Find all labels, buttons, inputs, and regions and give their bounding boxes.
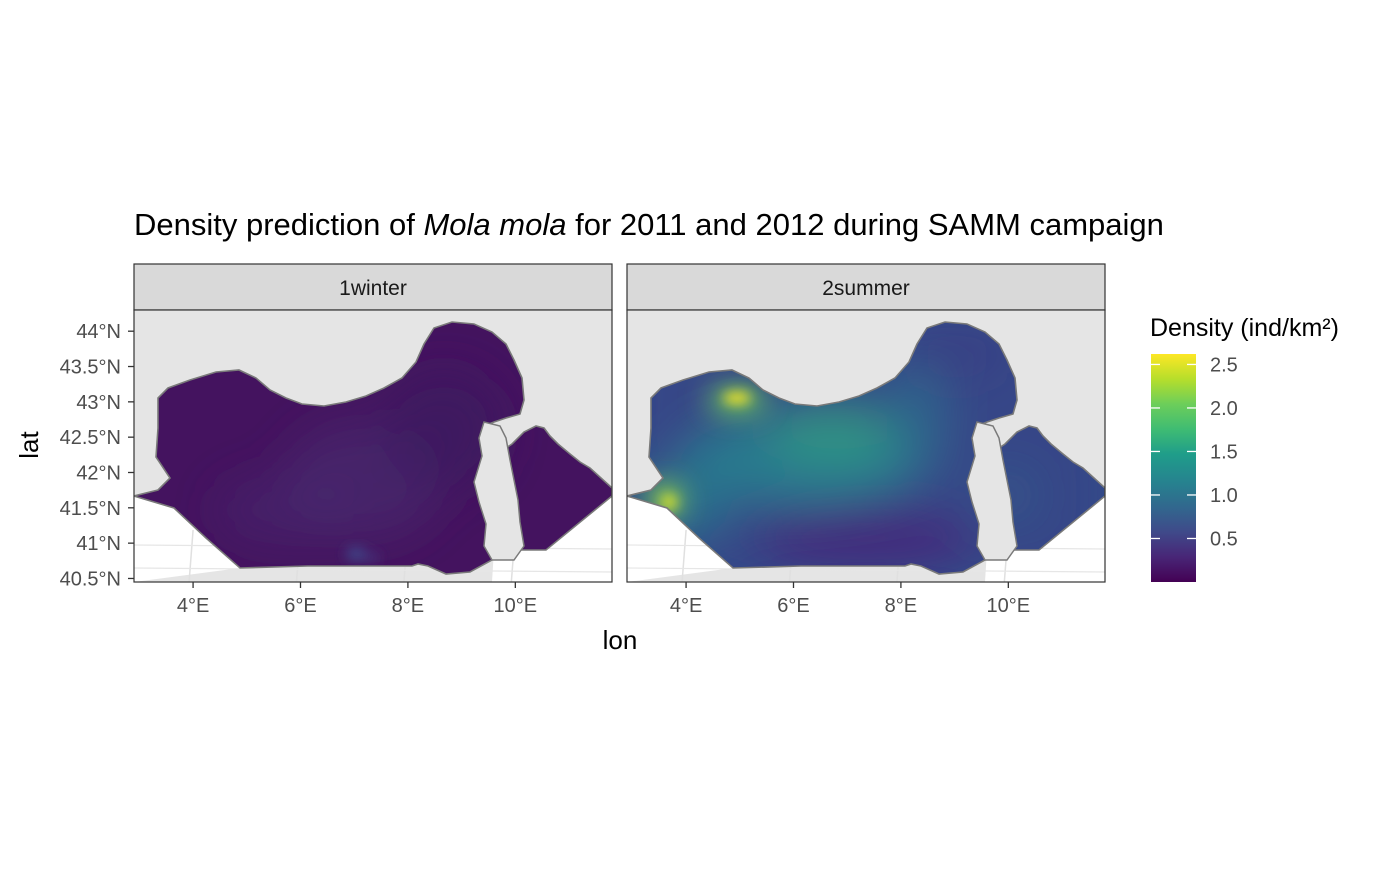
y-tick-label: 43.5°N [60, 357, 121, 379]
x-tick-label: 4°E [177, 595, 209, 617]
legend-tick-label: 2.0 [1210, 398, 1238, 420]
title-prefix: Density prediction of [134, 207, 423, 242]
facet-strip-label: 2summer [822, 277, 910, 300]
title-suffix: for 2011 and 2012 during SAMM campaign [566, 207, 1163, 242]
x-axis-title: lon [603, 625, 638, 655]
facet-strip [626, 263, 1106, 311]
legend-tick-label: 1.0 [1210, 485, 1238, 507]
legend-tick-label: 0.5 [1210, 528, 1238, 550]
y-tick-label: 42°N [76, 462, 121, 484]
legend-colorbar [1151, 354, 1196, 582]
y-tick-label: 42.5°N [60, 427, 121, 449]
y-tick-label: 40.5°N [60, 568, 121, 590]
corsica-island [966, 421, 1018, 561]
y-tick-label: 43°N [76, 392, 121, 414]
panel-border [133, 309, 613, 583]
legend-tick-label: 2.5 [1210, 354, 1238, 376]
land-outside-area [627, 496, 1105, 582]
x-tick-label: 8°E [885, 595, 917, 617]
x-tick-label: 8°E [392, 595, 424, 617]
panel-border [626, 309, 1106, 583]
x-tick-label: 10°E [494, 595, 538, 617]
facet-strip-label: 1winter [339, 277, 407, 300]
x-axis-right: 4°E 6°E 8°E 10°E [670, 582, 1030, 617]
y-axis: 40.5°N 41°N 41.5°N 42°N 42.5°N 43°N 43.5°N 44°N [60, 321, 134, 590]
x-tick-label: 6°E [777, 595, 809, 617]
chart-title: Density prediction of Mola mola for 2011… [134, 207, 1164, 242]
facet-panel-winter: 1winter [133, 263, 613, 583]
x-axis-left: 4°E 6°E 8°E 10°E [177, 582, 537, 617]
land-outside-area [134, 496, 612, 582]
title-species: Mola mola [423, 207, 566, 242]
corsica-island [473, 421, 525, 561]
x-tick-label: 4°E [670, 595, 702, 617]
y-tick-label: 44°N [76, 321, 121, 343]
legend-tick-label: 1.5 [1210, 441, 1238, 463]
x-tick-label: 6°E [284, 595, 316, 617]
facet-panel-summer: 2summer [626, 263, 1106, 583]
y-tick-label: 41°N [76, 533, 121, 555]
y-tick-label: 41.5°N [60, 498, 121, 520]
legend-ticks: 0.5 1.0 1.5 2.0 2.5 [1151, 354, 1238, 550]
x-tick-label: 10°E [987, 595, 1031, 617]
y-axis-title: lat [14, 430, 44, 458]
legend-title: Density (ind/km²) [1150, 314, 1339, 342]
legend: Density (ind/km²) 0.5 1.0 1.5 2.0 2.5 [1150, 314, 1339, 582]
facet-strip [133, 263, 613, 311]
